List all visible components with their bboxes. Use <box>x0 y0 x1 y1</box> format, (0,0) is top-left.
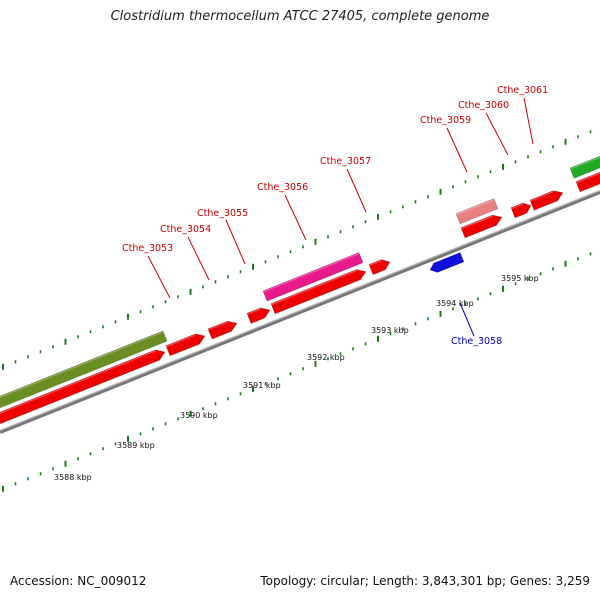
cog-block-green <box>569 152 600 179</box>
scale-labels: 3588 kbp 3589 kbp 3590 kbp 3591 kbp 3592 kbp… <box>54 274 539 482</box>
scale-label: 3594 kbp <box>436 299 474 308</box>
gene-label: Cthe_3060 <box>458 100 509 111</box>
leader-line <box>147 255 171 299</box>
scale-label: 3595 kbp <box>501 274 539 283</box>
leader-line <box>284 194 307 241</box>
gene-block-3061 <box>529 190 564 211</box>
gene-label: Cthe_3054 <box>160 224 211 235</box>
gene-block-3057 <box>368 259 391 276</box>
gene-block-3054 <box>207 320 238 340</box>
gene-block-3053 <box>165 333 206 357</box>
genome-summary-text: Topology: circular; Length: 3,843,301 bp… <box>260 574 590 588</box>
gene-label: Cthe_3055 <box>197 208 248 219</box>
scale-label: 3588 kbp <box>54 473 92 482</box>
cog-block-pink <box>262 252 364 302</box>
leader-line <box>346 168 367 213</box>
leader-line <box>485 112 509 156</box>
scale-label: 3590 kbp <box>180 411 218 420</box>
gene-block-3056 <box>270 269 367 315</box>
leader-line <box>523 97 534 145</box>
scale-label: 3593 kbp <box>371 326 409 335</box>
gene-block-next <box>575 171 600 193</box>
scale-label: 3592 kbp <box>307 353 345 362</box>
scale-label: 3591 kbp <box>243 381 281 390</box>
gene-features <box>0 152 600 428</box>
leader-line <box>446 127 468 173</box>
cog-block-lightred <box>455 198 499 225</box>
leader-line <box>187 236 210 281</box>
gene-block-3055 <box>246 307 271 324</box>
gene-label: Cthe_3057 <box>320 156 371 167</box>
gene-label: Cthe_3056 <box>257 182 308 193</box>
backbone-line <box>0 190 600 434</box>
gene-label: Cthe_3058 <box>451 336 502 347</box>
gene-label: Cthe_3061 <box>497 85 548 96</box>
gene-block-3060 <box>510 202 532 219</box>
leader-line <box>459 302 475 337</box>
map-title: Clostridium thermocellum ATCC 27405, com… <box>110 9 490 24</box>
gene-block-3058 <box>429 252 465 273</box>
leader-line <box>225 219 246 265</box>
gene-block-3059 <box>460 214 503 239</box>
backbone-highlight <box>0 189 600 432</box>
tick-marks <box>2 130 592 492</box>
accession-text: Accession: NC_009012 <box>10 574 147 588</box>
cog-block-olive <box>0 330 168 412</box>
backbone <box>0 189 600 434</box>
gene-labels: Cthe_3053 Cthe_3054 Cthe_3055 Cthe_3056 Cthe… <box>122 85 548 347</box>
gene-block-3053-prev <box>0 349 166 428</box>
gene-label: Cthe_3053 <box>122 243 173 254</box>
gene-label: Cthe_3059 <box>420 115 471 126</box>
scale-label: 3589 kbp <box>117 441 155 450</box>
